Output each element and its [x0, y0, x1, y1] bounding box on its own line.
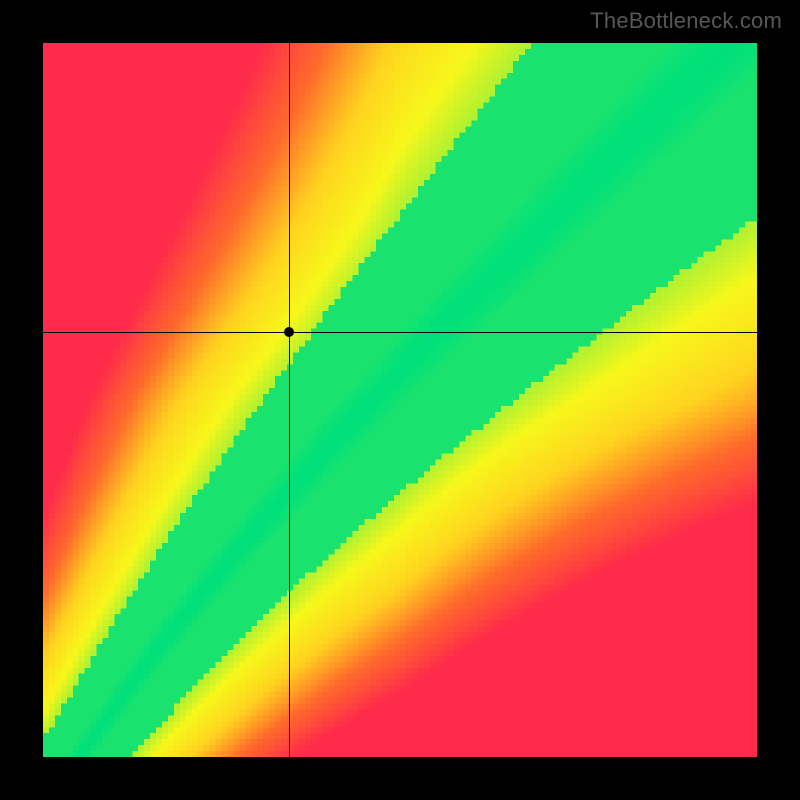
marker-point [284, 327, 294, 337]
crosshair-horizontal [43, 332, 757, 333]
crosshair-vertical [289, 43, 290, 757]
heatmap-canvas [43, 43, 757, 757]
heatmap-plot [43, 43, 757, 757]
chart-container: TheBottleneck.com [0, 0, 800, 800]
watermark-text: TheBottleneck.com [590, 8, 782, 34]
